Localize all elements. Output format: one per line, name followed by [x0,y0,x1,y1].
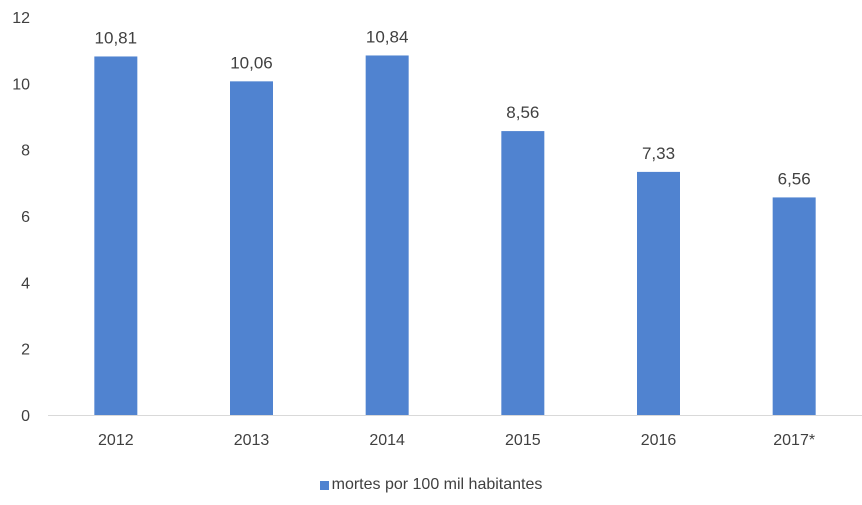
bar [94,56,138,416]
y-tick-label: 0 [21,408,30,425]
data-label: 10,81 [95,28,138,47]
legend-label: mortes por 100 mil habitantes [331,476,543,493]
x-tick-label: 2013 [234,432,270,449]
x-tick-label: 2014 [369,432,405,449]
bar [230,81,273,416]
y-tick-label: 8 [21,143,30,160]
y-tick-label: 4 [21,275,30,292]
y-tick-label: 12 [12,10,30,27]
data-label: 10,06 [230,53,273,72]
data-label: 7,33 [642,144,675,163]
data-label: 6,56 [778,169,811,188]
bar [772,197,816,415]
data-label: 10,84 [366,27,409,46]
bar [637,171,680,415]
x-tick-label: 2016 [641,432,677,449]
bar [365,55,409,416]
x-tick-label: 2012 [98,432,134,449]
y-tick-label: 2 [21,342,30,359]
bar [501,131,545,416]
x-tick-label: 2015 [505,432,541,449]
y-tick-label: 10 [12,76,30,93]
data-label: 8,56 [506,103,539,122]
y-tick-label: 6 [21,209,30,226]
legend-swatch [319,480,329,490]
legend: mortes por 100 mil habitantes [0,476,862,494]
x-tick-label: 2017* [773,432,815,449]
